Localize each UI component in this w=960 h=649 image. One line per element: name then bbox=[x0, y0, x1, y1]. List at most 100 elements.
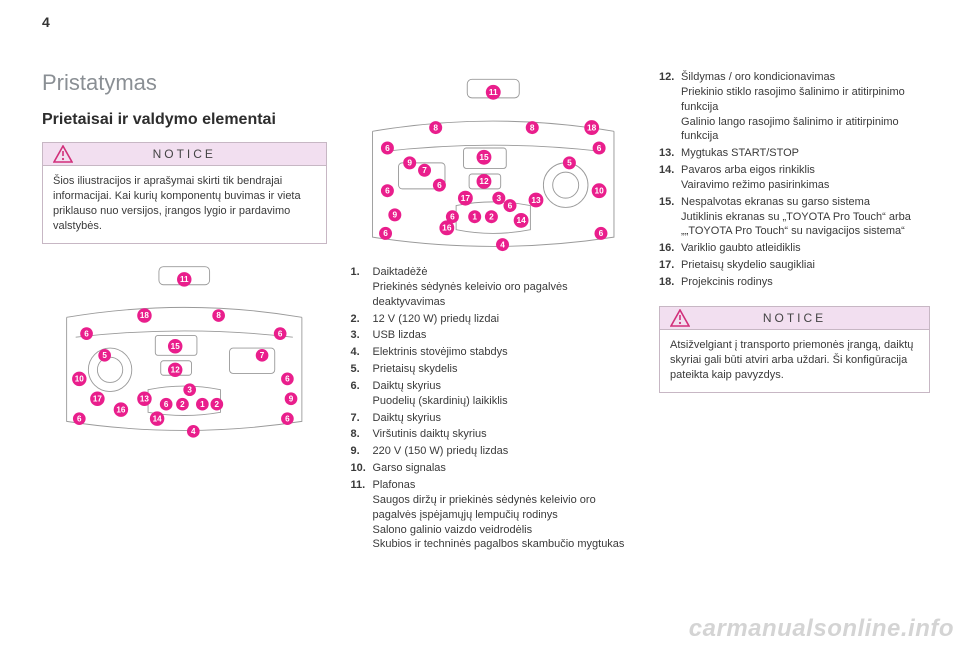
item-subtext: Saugos diržų ir priekinės sėdynės keleiv… bbox=[373, 493, 636, 523]
item-number: 1. bbox=[351, 265, 373, 310]
list-item: 4.Elektrinis stovėjimo stabdys bbox=[351, 345, 636, 360]
callout-bubble: 9 bbox=[285, 393, 298, 406]
list-item: 5.Prietaisų skydelis bbox=[351, 362, 636, 377]
item-number: 17. bbox=[659, 258, 681, 273]
callout-bubble: 4 bbox=[496, 238, 509, 251]
callout-bubble: 10 bbox=[72, 372, 86, 386]
column-3: 12.Šildymas / oro kondicionavimasPriekin… bbox=[659, 70, 930, 554]
callout-bubble: 6 bbox=[80, 328, 93, 341]
dashboard-diagram-2: 118818669756109615121731661312144666 bbox=[351, 70, 636, 265]
svg-text:3: 3 bbox=[496, 193, 501, 203]
svg-text:6: 6 bbox=[383, 228, 388, 238]
item-number: 3. bbox=[351, 328, 373, 343]
item-number: 16. bbox=[659, 241, 681, 256]
svg-text:8: 8 bbox=[433, 122, 438, 132]
callout-bubble: 6 bbox=[73, 413, 86, 426]
callout-bubble: 13 bbox=[137, 392, 151, 406]
callout-bubble: 6 bbox=[594, 227, 607, 240]
svg-text:9: 9 bbox=[289, 395, 294, 404]
callout-bubble: 2 bbox=[176, 398, 189, 411]
callout-bubble: 2 bbox=[484, 210, 497, 223]
callout-bubble: 2 bbox=[210, 398, 223, 411]
callout-bubble: 11 bbox=[485, 85, 500, 100]
callout-bubble: 13 bbox=[528, 193, 543, 208]
svg-text:7: 7 bbox=[422, 165, 427, 175]
item-number: 7. bbox=[351, 411, 373, 426]
component-list-12-18: 12.Šildymas / oro kondicionavimasPriekin… bbox=[659, 70, 930, 290]
callout-bubble: 14 bbox=[150, 412, 164, 426]
svg-text:1: 1 bbox=[200, 400, 205, 409]
svg-text:3: 3 bbox=[187, 386, 192, 395]
svg-text:6: 6 bbox=[77, 415, 82, 424]
callout-bubble: 6 bbox=[592, 142, 605, 155]
list-item: 12.Šildymas / oro kondicionavimasPriekin… bbox=[659, 70, 930, 144]
callout-bubble: 6 bbox=[281, 413, 294, 426]
svg-text:13: 13 bbox=[531, 195, 541, 205]
notice-box-1: NOTICE Šios iliustracijos ir aprašymai s… bbox=[42, 142, 327, 244]
item-subtext: Vairavimo režimo pasirinkimas bbox=[681, 178, 930, 193]
callout-bubble: 18 bbox=[584, 120, 599, 135]
callout-bubble: 17 bbox=[457, 191, 472, 206]
item-text: Daiktų skyrius bbox=[373, 411, 636, 426]
callout-bubble: 18 bbox=[137, 309, 151, 323]
svg-text:6: 6 bbox=[598, 228, 603, 238]
callout-bubble: 6 bbox=[380, 184, 393, 197]
callout-bubble: 9 bbox=[388, 208, 401, 221]
callout-bubble: 12 bbox=[476, 174, 491, 189]
item-number: 4. bbox=[351, 345, 373, 360]
item-text: Projekcinis rodinys bbox=[681, 275, 930, 290]
item-subtext: Skubios ir techninės pagalbos skambučio … bbox=[373, 537, 636, 552]
watermark: carmanualsonline.info bbox=[689, 615, 954, 643]
callout-bubble: 4 bbox=[187, 425, 200, 438]
svg-text:16: 16 bbox=[116, 406, 126, 415]
list-item: 18.Projekcinis rodinys bbox=[659, 275, 930, 290]
list-item: 9.220 V (150 W) priedų lizdas bbox=[351, 444, 636, 459]
list-item: 7.Daiktų skyrius bbox=[351, 411, 636, 426]
item-text: Viršutinis daiktų skyrius bbox=[373, 427, 636, 442]
callout-bubble: 6 bbox=[160, 398, 173, 411]
callout-bubble: 6 bbox=[503, 199, 516, 212]
svg-text:5: 5 bbox=[567, 158, 572, 168]
notice-header: NOTICE bbox=[660, 307, 929, 330]
callout-bubble: 6 bbox=[445, 210, 458, 223]
callout-bubble: 6 bbox=[432, 179, 445, 192]
item-text: Nespalvotas ekranas su garso sistemaJuti… bbox=[681, 195, 930, 240]
item-number: 11. bbox=[351, 478, 373, 552]
list-item: 10.Garso signalas bbox=[351, 461, 636, 476]
svg-text:6: 6 bbox=[278, 330, 283, 339]
callout-bubble: 14 bbox=[513, 213, 528, 228]
page-number: 4 bbox=[42, 14, 50, 30]
svg-text:12: 12 bbox=[171, 366, 181, 375]
svg-text:17: 17 bbox=[460, 193, 470, 203]
list-item: 1.DaiktadėžėPriekinės sėdynės keleivio o… bbox=[351, 265, 636, 310]
svg-text:5: 5 bbox=[102, 351, 107, 360]
item-text: Prietaisų skydelis bbox=[373, 362, 636, 377]
svg-text:6: 6 bbox=[84, 330, 89, 339]
item-number: 12. bbox=[659, 70, 681, 144]
svg-text:10: 10 bbox=[75, 375, 85, 384]
item-number: 15. bbox=[659, 195, 681, 240]
callout-bubble: 6 bbox=[379, 227, 392, 240]
callout-bubble: 8 bbox=[212, 310, 225, 323]
svg-text:9: 9 bbox=[392, 210, 397, 220]
item-text: USB lizdas bbox=[373, 328, 636, 343]
svg-text:14: 14 bbox=[153, 415, 163, 424]
item-text: Variklio gaubto atleidiklis bbox=[681, 241, 930, 256]
warning-triangle-icon bbox=[53, 145, 73, 163]
notice-body: Šios iliustracijos ir aprašymai skirti t… bbox=[43, 166, 326, 243]
item-number: 18. bbox=[659, 275, 681, 290]
item-text: Šildymas / oro kondicionavimasPriekinio … bbox=[681, 70, 930, 144]
svg-text:18: 18 bbox=[140, 312, 150, 321]
item-subtext: Priekinės sėdynės keleivio oro pagalvės … bbox=[373, 280, 636, 310]
item-number: 9. bbox=[351, 444, 373, 459]
item-subtext: Galinio lango rasojimo šalinimo ir atiti… bbox=[681, 115, 930, 145]
callout-bubble: 5 bbox=[98, 349, 111, 362]
callout-bubble: 5 bbox=[562, 156, 575, 169]
svg-text:6: 6 bbox=[507, 200, 512, 210]
item-number: 8. bbox=[351, 427, 373, 442]
svg-text:13: 13 bbox=[140, 395, 150, 404]
svg-text:15: 15 bbox=[171, 342, 181, 351]
svg-text:6: 6 bbox=[385, 186, 390, 196]
notice-box-2: NOTICE Atsižvelgiant į transporto priemo… bbox=[659, 306, 930, 394]
notice-label: NOTICE bbox=[763, 311, 826, 325]
